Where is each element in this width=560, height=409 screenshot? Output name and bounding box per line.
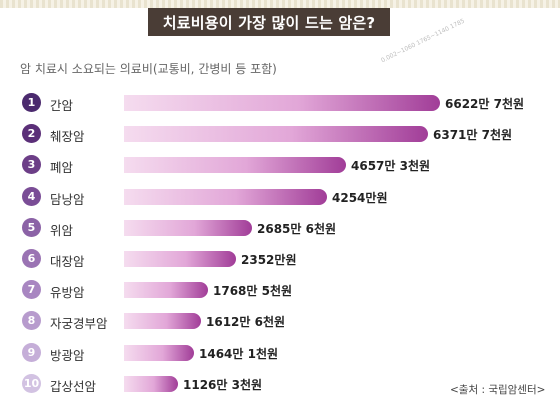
bar	[124, 219, 252, 236]
rank-badge: 3	[22, 155, 41, 175]
value-label: 2685만 6천원	[257, 221, 337, 236]
bar	[124, 95, 440, 111]
bar	[124, 344, 194, 361]
source-note: <출처 : 국립암센터>	[450, 384, 546, 396]
chart-subtitle: 암 치료시 소요되는 의료비(교통비, 간병비 등 포함)	[20, 62, 277, 76]
header-decorative-band	[0, 0, 560, 8]
bar-row: 6 대장암 2352만원	[0, 246, 560, 272]
category-label: 간암	[50, 98, 74, 113]
bar-row: 5 위암 2685만 6천원	[0, 215, 560, 241]
value-label: 4657만 3천원	[351, 159, 431, 174]
bar-row: 7 유방암 1768만 5천원	[0, 277, 560, 303]
value-label: 1612만 6천원	[206, 315, 286, 330]
rank-badge: 5	[22, 217, 41, 237]
category-label: 위암	[50, 222, 74, 238]
rank-badge: 1	[22, 93, 41, 112]
rank-badge: 4	[22, 186, 41, 206]
bar	[124, 126, 428, 143]
value-label: 1768만 5천원	[213, 284, 293, 299]
value-label: 6622만 7천원	[445, 97, 525, 111]
rank-badge: 2	[22, 124, 41, 144]
bar-row: 1 간암 6622만 7천원	[0, 90, 560, 116]
rank-badge: 8	[22, 311, 41, 331]
bar	[124, 313, 201, 330]
rank-badge: 10	[22, 373, 41, 393]
bar-row: 4 담낭암 4254만원	[0, 184, 560, 210]
bar	[124, 375, 178, 392]
category-label: 폐암	[50, 160, 74, 176]
value-label: 1126만 3천원	[183, 377, 263, 392]
rank-badge: 7	[22, 280, 41, 300]
category-label: 갑상선암	[50, 378, 97, 394]
bar-row: 8 자궁경부암 1612만 6천원	[0, 308, 560, 334]
category-label: 유방암	[50, 285, 85, 301]
bar-row: 3 폐암 4657만 3천원	[0, 152, 560, 178]
watermark-text: 0.002~1060 1765~1140 1785	[380, 17, 466, 65]
bar-row: 2 췌장암 6371만 7천원	[0, 121, 560, 147]
bar-row: 10 갑상선암 1126만 3천원	[0, 371, 560, 397]
category-label: 담낭암	[50, 191, 85, 207]
bar-row: 9 방광암 1464만 1천원	[0, 340, 560, 366]
bar	[124, 282, 208, 299]
rank-badge: 9	[22, 342, 41, 362]
category-label: 대장암	[50, 254, 85, 269]
bar	[124, 251, 236, 267]
value-label: 2352만원	[241, 253, 297, 267]
category-label: 자궁경부암	[50, 316, 108, 332]
rank-badge: 6	[22, 249, 41, 268]
value-label: 1464만 1천원	[199, 346, 279, 361]
chart-title: 치료비용이 가장 많이 드는 암은?	[148, 8, 390, 36]
bar	[124, 157, 346, 174]
value-label: 6371만 7천원	[433, 128, 513, 143]
category-label: 방광암	[50, 347, 85, 363]
value-label: 4254만원	[332, 190, 388, 205]
category-label: 췌장암	[50, 129, 85, 145]
bar	[124, 188, 327, 205]
